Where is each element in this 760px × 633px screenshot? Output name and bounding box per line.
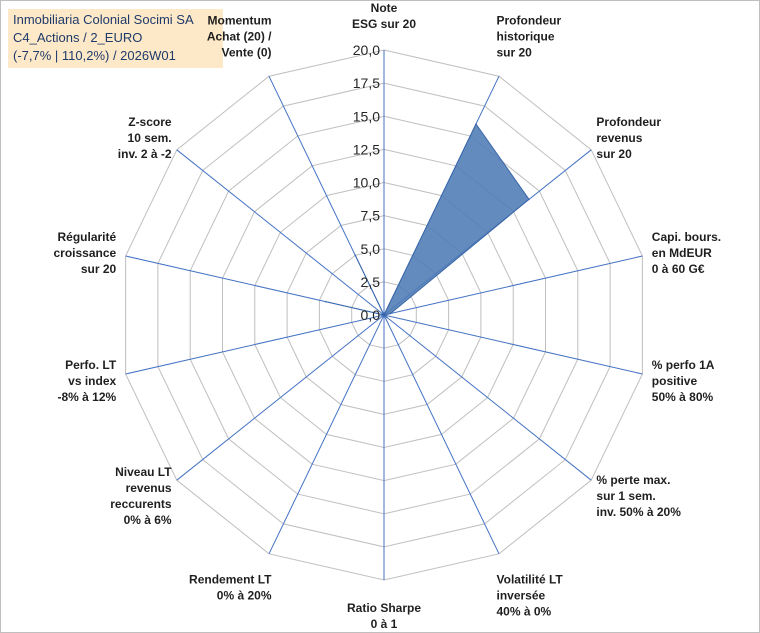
axis-spoke: [176, 314, 385, 481]
axis-label-line: Achat (20) /: [207, 29, 272, 43]
axis-labels: Note ESG sur 20 Profondeur historique sur 20…: [53, 1, 721, 631]
tick-label: 10,0: [353, 175, 380, 191]
axis-label-line: croissance: [53, 246, 116, 260]
tick-label: 2,5: [361, 274, 381, 290]
axis-label: Rendement LT 0% à 20%: [189, 573, 272, 603]
axis-label-line: 0% à 20%: [217, 589, 272, 603]
series-point: [475, 123, 477, 125]
tick-label: 12,5: [353, 141, 380, 157]
axis-label-line: 0% à 6%: [124, 513, 172, 527]
axis-label-line: sur 20: [81, 262, 117, 276]
axis-spoke: [383, 314, 643, 375]
axis-label-line: Régularité: [58, 230, 117, 244]
series-point: [389, 312, 392, 315]
axis-label-line: Momentum: [208, 13, 272, 27]
series-layer: [325, 123, 530, 319]
axis-label-line: inv. 50% à 20%: [596, 505, 681, 519]
tick-label: 17,5: [353, 75, 380, 91]
axis-label: Volatilité LT inversée 40% à 0%: [497, 573, 564, 619]
axis-label-line: historique: [497, 29, 555, 43]
series-point: [325, 300, 327, 303]
axis-label: % perfo 1A positive 50% à 80%: [652, 358, 715, 404]
info-performance: (-7,7% | 110,2%) / 2026W01: [13, 48, 176, 63]
axis-label-line: 40% à 0%: [497, 605, 552, 619]
series-point: [383, 314, 385, 316]
tick-label: 20,0: [353, 42, 380, 58]
axis-label-line: reccurents: [110, 497, 172, 511]
info-category: C4_Actions / 2_EURO: [13, 30, 143, 45]
axis-label-line: en MdEUR: [652, 246, 712, 260]
axis-label-line: Capi. bours.: [652, 230, 721, 244]
axis-label-line: % perte max.: [596, 473, 670, 487]
axis-label-line: Volatilité LT: [497, 573, 564, 587]
info-company: Inmobiliaria Colonial Socimi SA: [13, 12, 194, 27]
axis-label-line: % perfo 1A: [652, 358, 715, 372]
axis-spoke: [383, 314, 592, 481]
axis-label-line: Ratio Sharpe: [347, 601, 421, 615]
axis-spoke: [268, 314, 385, 555]
axis-label: Capi. bours. en MdEUR 0 à 60 G€: [652, 230, 721, 276]
axis-label-line: -8% à 12%: [57, 390, 116, 404]
axis-label-line: ESG sur 20: [352, 17, 416, 31]
tick-label: 5,0: [361, 241, 381, 257]
axis-label: Niveau LT revenus reccurents 0% à 6%: [110, 465, 172, 527]
axis-label-line: 0 à 60 G€: [652, 262, 705, 276]
axis-label-line: vs index: [68, 374, 116, 388]
tick-label: 0,0: [361, 307, 381, 323]
axis-label: Ratio Sharpe 0 à 1: [347, 601, 421, 631]
axis-label: Z-score 10 sem. inv. 2 à -2: [118, 115, 172, 161]
axis-label: Profondeur revenus sur 20: [596, 115, 661, 161]
axis-label-line: Rendement LT: [189, 573, 272, 587]
axis-label: Profondeur historique sur 20: [497, 13, 562, 59]
axis-label-line: Vente (0): [221, 45, 271, 59]
axis-label: Régularité croissance sur 20: [53, 230, 116, 276]
axis-label-line: Profondeur: [596, 115, 661, 129]
axis-label-line: Perfo. LT: [65, 358, 117, 372]
axis-label-line: 10 sem.: [128, 131, 172, 145]
axis-label-line: Profondeur: [497, 13, 562, 27]
series-point: [354, 254, 357, 257]
axis-label: % perte max. sur 1 sem. inv. 50% à 20%: [596, 473, 681, 519]
axis-label-line: 0 à 1: [371, 617, 398, 631]
info-box: Inmobiliaria Colonial Socimi SA C4_Actio…: [8, 9, 223, 68]
axis-label-line: sur 20: [497, 45, 533, 59]
axis-spoke: [383, 314, 500, 555]
axis-label-line: sur 1 sem.: [596, 489, 655, 503]
axis-label-line: sur 20: [596, 147, 632, 161]
axis-spoke: [125, 314, 385, 375]
axis-label: Momentum Achat (20) / Vente (0): [207, 13, 272, 59]
axis-label-line: Z-score: [128, 115, 172, 129]
axis-label-line: Niveau LT: [115, 465, 172, 479]
axis-label: Perfo. LT vs index -8% à 12%: [57, 358, 116, 404]
axis-spoke: [176, 149, 385, 316]
axis-spoke: [383, 255, 643, 316]
axis-label-line: inversée: [497, 589, 546, 603]
series-point: [386, 316, 388, 319]
axis-label-line: inv. 2 à -2: [118, 147, 172, 161]
axis-label-line: positive: [652, 374, 698, 388]
tick-label: 15,0: [353, 108, 380, 124]
tick-labels: 0,0 2,5 5,0 7,5 10,0 12,5 15,0 17,5 20,0: [353, 42, 380, 323]
axis-label: Note ESG sur 20: [352, 1, 416, 31]
tick-label: 7,5: [361, 208, 381, 224]
axis-label-line: revenus: [126, 481, 172, 495]
axis-label-line: revenus: [596, 131, 642, 145]
series-point: [528, 198, 530, 201]
axis-label-line: 50% à 80%: [652, 390, 714, 404]
axis-label-line: Note: [371, 1, 398, 15]
